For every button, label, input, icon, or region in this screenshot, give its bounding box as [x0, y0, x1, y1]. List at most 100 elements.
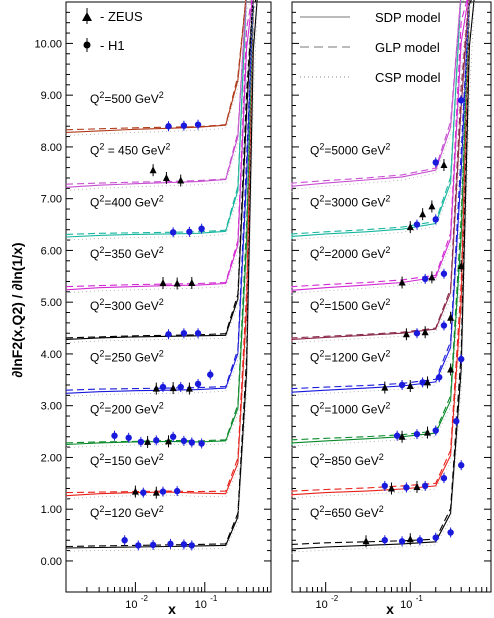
h1-point	[180, 122, 188, 129]
zeus-point	[447, 365, 455, 373]
x-tick-label: 10	[316, 599, 328, 611]
q2-label-exponent: 2	[99, 504, 104, 514]
legend-zeus-label: - ZEUS	[100, 9, 143, 24]
q2-label-text: Q	[90, 92, 99, 106]
q2-label-exponent: 2	[159, 245, 164, 255]
y-tick-label: 5.00	[41, 297, 62, 309]
h1-point	[188, 542, 196, 549]
q2-label-exponent: 2	[99, 349, 104, 359]
h1-point	[186, 228, 193, 235]
legend-sdp-label: SDP model	[375, 10, 441, 25]
zeus-point	[177, 176, 185, 184]
q2-label-text: Q	[310, 144, 319, 158]
glp-curve	[65, 0, 253, 288]
h1-point	[194, 380, 202, 388]
h1-point	[159, 383, 167, 391]
h1-point	[159, 488, 167, 495]
zeus-point	[447, 313, 455, 321]
zeus-point	[413, 482, 421, 490]
h1-point	[153, 437, 160, 444]
h1-point	[393, 432, 401, 439]
q2-label-text: = 450 GeV	[104, 144, 165, 158]
q2-label-text: Q	[90, 454, 99, 468]
sdp-curve	[291, 0, 469, 293]
q2-label-exponent: 2	[99, 452, 104, 462]
q2-label-text: =500 GeV	[104, 92, 158, 106]
zeus-point	[424, 378, 432, 386]
h1-point	[419, 379, 426, 386]
q2-label-exponent: 2	[319, 245, 324, 255]
sdp-curve	[65, 0, 254, 340]
zeus-point	[402, 330, 410, 338]
zeus-point	[131, 487, 139, 495]
csp-curve	[65, 0, 254, 397]
zeus-point	[419, 210, 427, 218]
q2-label-text: =120 GeV	[104, 506, 158, 520]
q2-label-text: Q	[310, 247, 319, 261]
zeus-point	[406, 535, 414, 543]
sdp-curve	[65, 0, 247, 188]
q2-label-text: =850 GeV	[324, 454, 378, 468]
q2-label-exponent: 2	[319, 193, 324, 203]
x-axis-title-right: x	[386, 601, 394, 617]
h1-point	[140, 489, 147, 496]
zeus-point	[398, 278, 406, 286]
x-tick-exponent: -2	[141, 594, 149, 603]
zeus-point	[424, 428, 432, 436]
h1-point	[135, 542, 142, 549]
y-axis-title-text: ∂lnF2(x,Q2) / ∂ln(1/x)	[9, 242, 25, 377]
zeus-point	[169, 384, 177, 392]
h1-point	[398, 381, 406, 389]
sdp-curve	[65, 0, 253, 291]
h1-point	[421, 275, 429, 283]
q2-label-exponent: 2	[319, 400, 324, 410]
x-tick-exponent: -1	[416, 594, 424, 603]
q2-label-exponent: 2	[99, 245, 104, 255]
q2-label-exponent: 2	[379, 452, 384, 462]
h1-point	[440, 270, 448, 277]
q2-label-text: Q	[90, 506, 99, 520]
y-tick-label: 8.00	[41, 142, 62, 154]
q2-label-text: Q	[90, 351, 99, 365]
q2-label-exponent: 2	[159, 452, 164, 462]
q2-label-exponent: 2	[319, 349, 324, 359]
zeus-point	[173, 279, 181, 287]
q2-label: Q2=2000 GeV2	[310, 245, 390, 261]
csp-curve	[291, 0, 473, 500]
h1-point	[398, 538, 406, 545]
q2-label-text: Q	[90, 299, 99, 313]
q2-label-text: Q	[310, 299, 319, 313]
glp-curve	[65, 0, 254, 494]
zeus-point	[398, 432, 406, 440]
glp-curve	[65, 0, 254, 444]
zeus-point	[188, 279, 196, 287]
y-tick-label: 6.00	[41, 245, 62, 257]
h1-point	[207, 371, 214, 378]
q2-label: Q2=500 GeV2	[90, 90, 164, 106]
h1-point	[432, 427, 439, 434]
glp-curve	[65, 0, 254, 339]
q2-label: Q2=400 GeV2	[90, 193, 164, 209]
h1-point	[413, 330, 421, 337]
h1-point	[194, 121, 202, 128]
h1-point	[149, 541, 157, 549]
h1-point	[188, 439, 196, 446]
csp-curve	[291, 0, 469, 296]
h1-point	[169, 433, 177, 440]
zeus-point	[428, 273, 436, 281]
h1-point	[413, 430, 421, 438]
h1-point	[167, 540, 174, 548]
q2-label: Q2=150 GeV2	[90, 452, 164, 468]
y-tick-label: 0.00	[41, 556, 62, 568]
q2-label-exponent: 2	[99, 90, 104, 100]
y-tick-label: 7.00	[41, 194, 62, 206]
zeus-point	[388, 484, 395, 492]
q2-label-text: Q	[310, 402, 319, 416]
q2-label-text: Q	[90, 195, 99, 209]
q2-label-text: =350 GeV	[104, 247, 158, 261]
h1-point	[121, 537, 128, 544]
h1-point	[421, 482, 429, 490]
q2-label-exponent: 2	[379, 504, 384, 514]
h1-point	[180, 541, 188, 548]
h1-point	[165, 123, 172, 130]
